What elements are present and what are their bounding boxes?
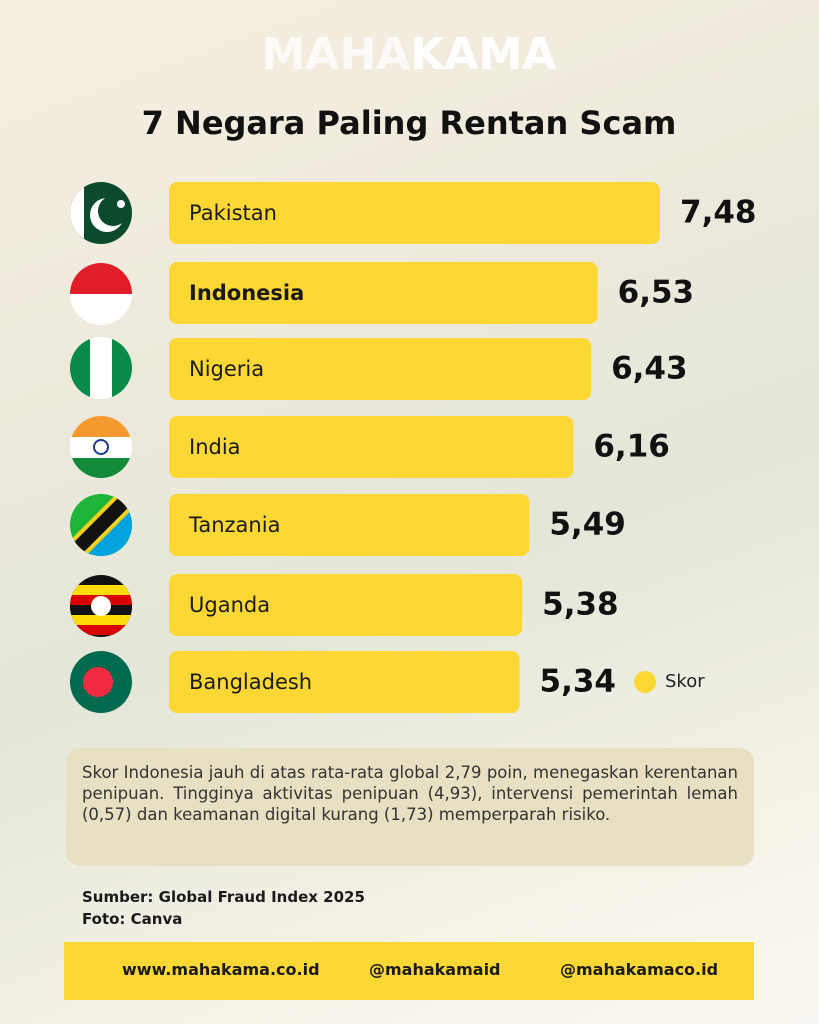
- bar: [169, 651, 520, 713]
- value-label: 5,34: [540, 664, 617, 700]
- bar: [169, 338, 592, 400]
- value-label: 7,48: [680, 195, 757, 231]
- bar: [169, 574, 523, 636]
- value-label: 6,16: [593, 429, 670, 465]
- category-label: Uganda: [189, 593, 270, 617]
- logo-bold: KAMA: [410, 29, 556, 80]
- bar: [169, 494, 530, 556]
- legend-label: Skor: [665, 671, 705, 692]
- bar: [169, 416, 574, 478]
- value-label: 5,38: [542, 587, 619, 623]
- footer-bar: [64, 942, 754, 1000]
- category-label: Nigeria: [189, 357, 264, 381]
- value-label: 6,43: [611, 351, 688, 387]
- value-label: 5,49: [549, 507, 626, 543]
- logo-light: MAHA: [262, 29, 411, 80]
- footer-tiktok: @mahakamaco.id: [560, 960, 719, 979]
- footer-website: www.mahakama.co.id: [122, 960, 320, 979]
- source: Sumber: Global Fraud Index 2025: [82, 888, 365, 906]
- bar: [169, 262, 598, 324]
- category-label: Bangladesh: [189, 670, 312, 694]
- category-label: Pakistan: [189, 201, 277, 225]
- note: Skor Indonesia jauh di atas rata-rata gl…: [66, 748, 754, 866]
- bar: [169, 182, 660, 244]
- category-label: Tanzania: [188, 513, 280, 537]
- category-label: India: [189, 435, 241, 459]
- chart-title: 7 Negara Paling Rentan Scam: [142, 104, 677, 142]
- footer-instagram: @mahakamaid: [369, 960, 501, 979]
- logo: MAHAKAMA: [262, 29, 557, 80]
- legend-swatch: [634, 671, 656, 693]
- value-label: 6,53: [618, 275, 695, 311]
- flags: [70, 182, 132, 713]
- photo-credit: Foto: Canva: [82, 910, 183, 928]
- category-label: Indonesia: [189, 281, 304, 305]
